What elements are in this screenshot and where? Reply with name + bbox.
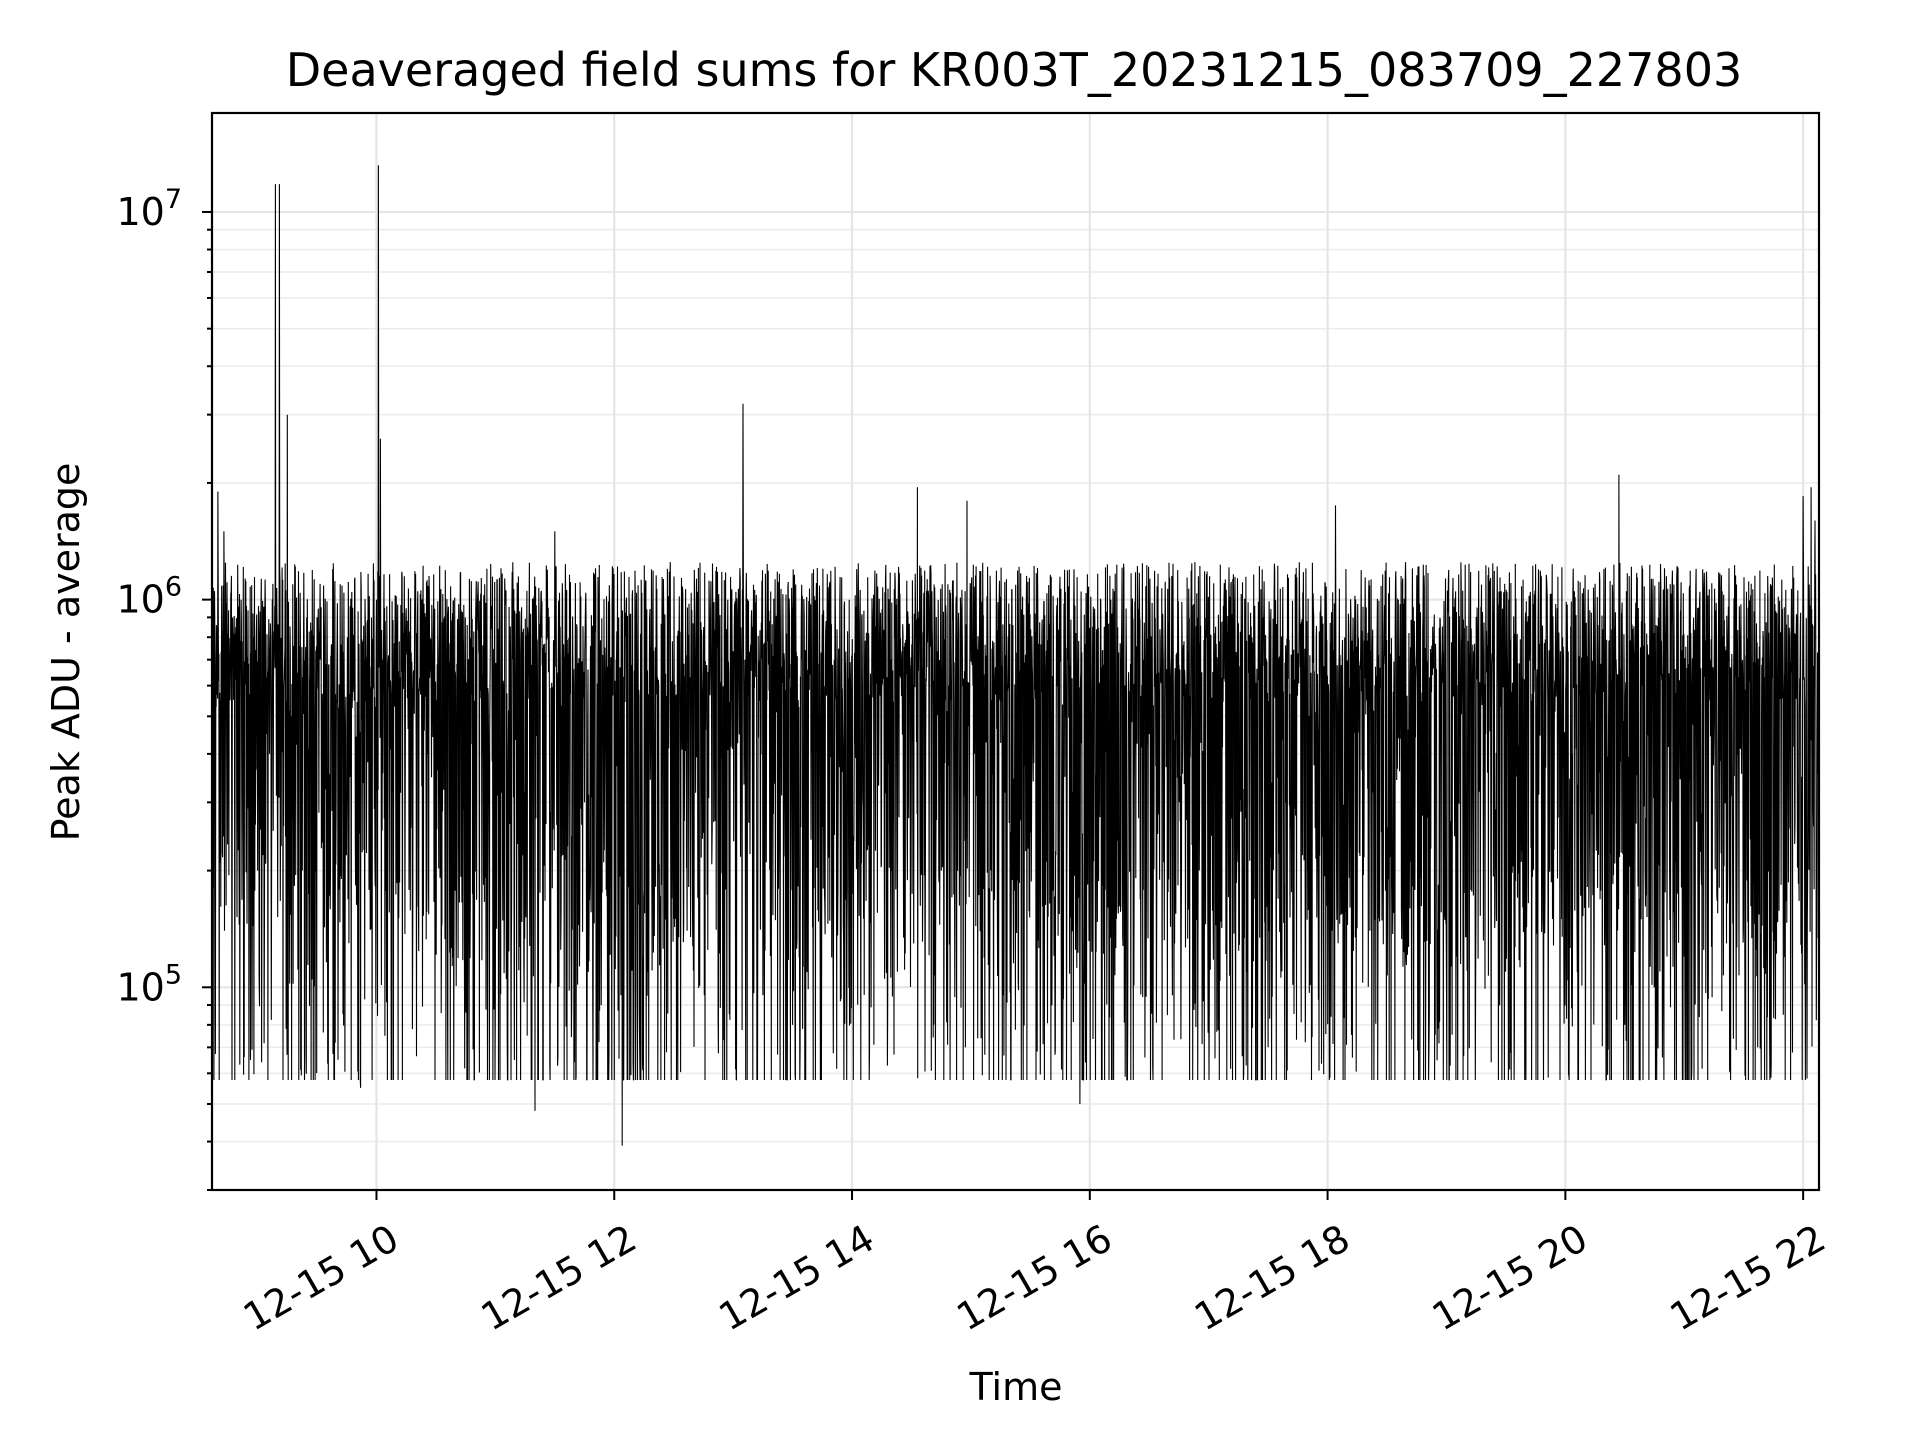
chart-title: Deaveraged field sums for KR003T_2023121… bbox=[286, 43, 1742, 97]
series-line bbox=[211, 165, 1820, 1146]
y-tick-label: 105 bbox=[116, 959, 182, 1009]
plot-frame bbox=[210, 111, 1821, 1192]
y-tick-label: 107 bbox=[116, 184, 182, 234]
data-trace bbox=[211, 165, 1820, 1146]
x-axis-label: Time bbox=[969, 1365, 1063, 1409]
y-axis-label: Peak ADU - average bbox=[44, 463, 88, 842]
y-tick-label: 106 bbox=[116, 572, 182, 622]
